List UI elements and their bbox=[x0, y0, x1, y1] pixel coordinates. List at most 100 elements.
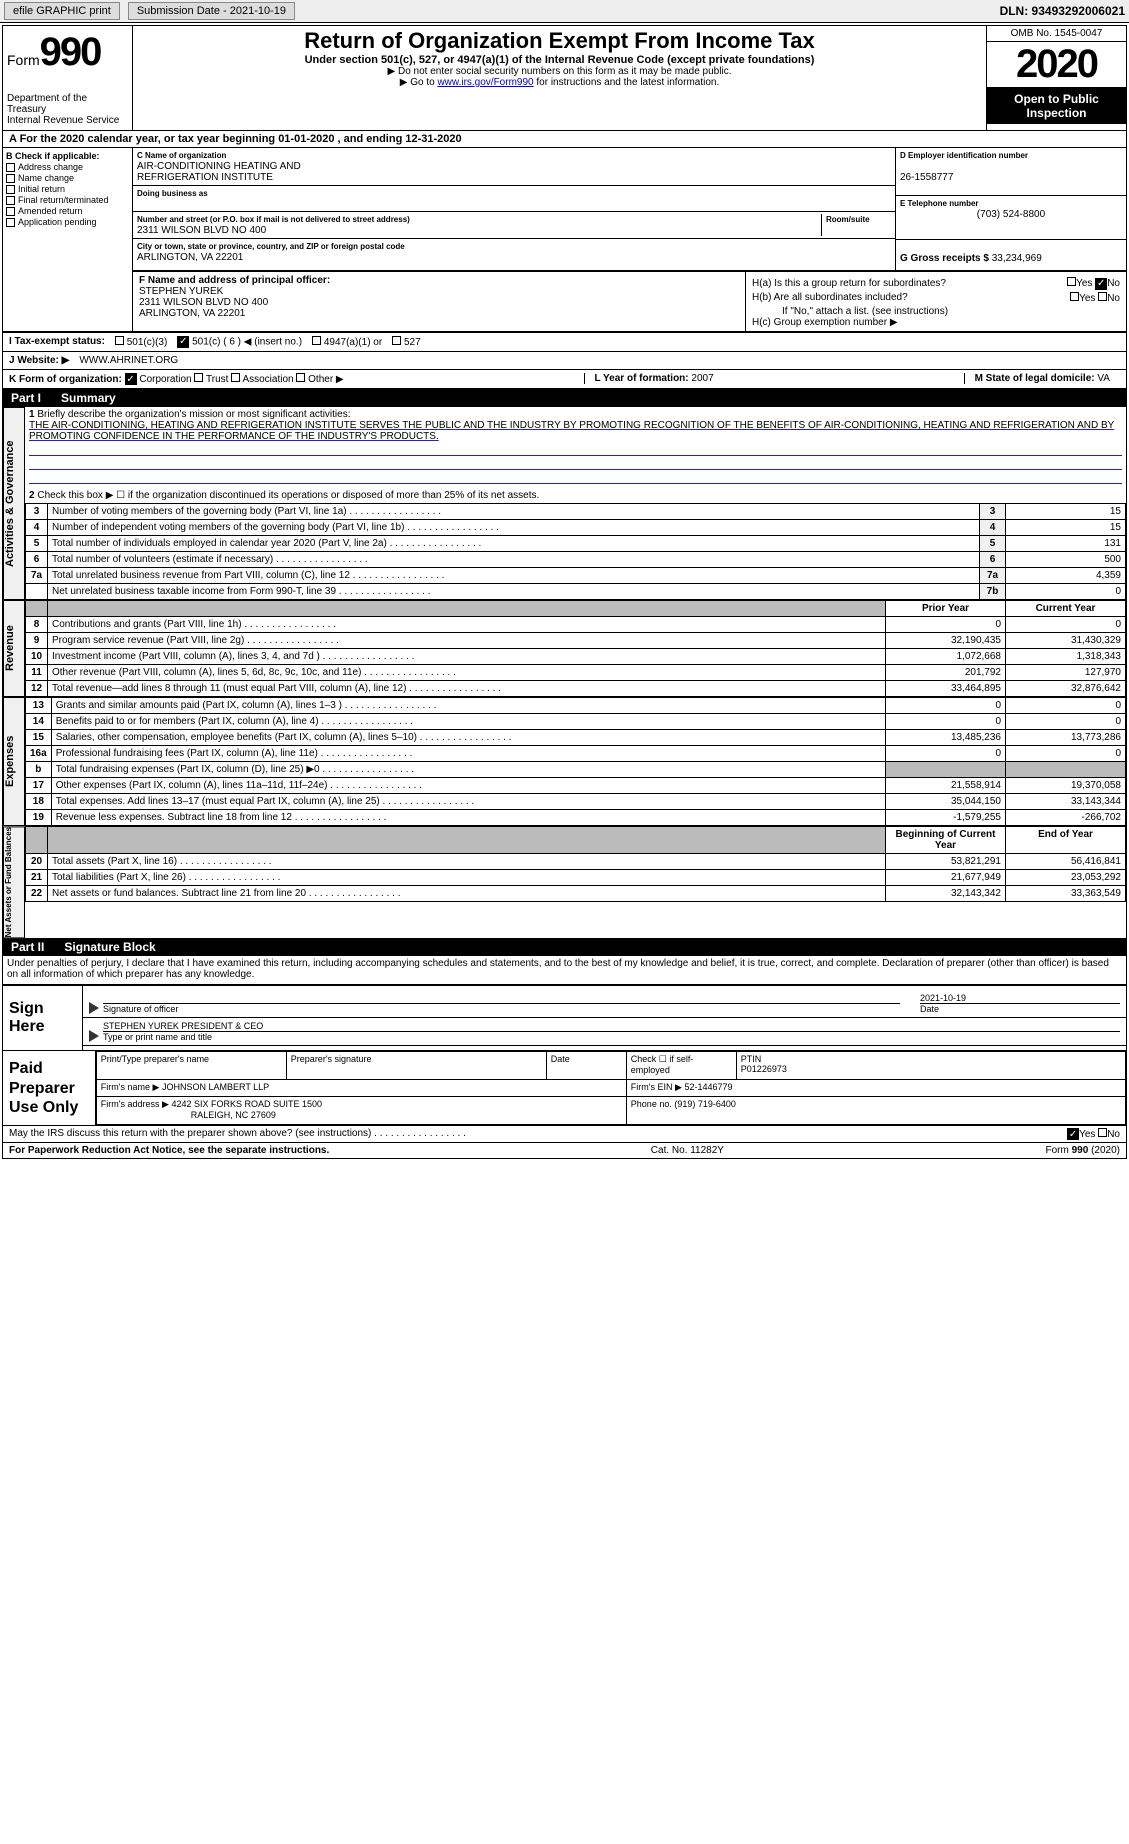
website-value: WWW.AHRINET.ORG bbox=[79, 355, 178, 366]
b-item-label: Amended return bbox=[18, 206, 83, 216]
prep-sig-hdr: Preparer's signature bbox=[286, 1052, 546, 1080]
addr-label: Number and street (or P.O. box if mail i… bbox=[137, 215, 410, 224]
paid-preparer-label: Paid Preparer Use Only bbox=[3, 1051, 96, 1125]
omb-number: OMB No. 1545-0047 bbox=[987, 26, 1126, 42]
discuss-yes-checkbox[interactable]: ✓ bbox=[1067, 1128, 1079, 1140]
sidebar-revenue: Revenue bbox=[3, 600, 25, 697]
firm-phone-label: Phone no. bbox=[631, 1099, 672, 1109]
col-h: H(a) Is this a group return for subordin… bbox=[746, 272, 1126, 331]
efile-tag: efile GRAPHIC print bbox=[4, 2, 120, 20]
j-label: J Website: ▶ bbox=[9, 355, 69, 366]
ha-yes-checkbox[interactable] bbox=[1067, 277, 1076, 286]
i-501c3-checkbox[interactable] bbox=[115, 336, 124, 345]
prep-name-hdr: Print/Type preparer's name bbox=[96, 1052, 286, 1080]
row-j: J Website: ▶ WWW.AHRINET.ORG bbox=[3, 351, 1126, 369]
k-assoc-checkbox[interactable] bbox=[231, 373, 240, 382]
mission-text: THE AIR-CONDITIONING, HEATING AND REFRIG… bbox=[29, 420, 1114, 442]
row-k: K Form of organization: ✓ Corporation Tr… bbox=[3, 369, 1126, 390]
i-4947-checkbox[interactable] bbox=[312, 336, 321, 345]
sig-arrow-icon bbox=[89, 1002, 99, 1014]
b-item-label: Initial return bbox=[18, 184, 65, 194]
tax-year: 2020 bbox=[987, 42, 1126, 88]
firm-addr2: RALEIGH, NC 27609 bbox=[101, 1110, 276, 1120]
topbar: efile GRAPHIC print Submission Date - 20… bbox=[0, 0, 1129, 23]
firm-ein-label: Firm's EIN ▶ bbox=[631, 1082, 682, 1092]
hb-no-checkbox[interactable] bbox=[1098, 292, 1107, 301]
city-state-zip: ARLINGTON, VA 22201 bbox=[137, 252, 243, 263]
org-name-1: AIR-CONDITIONING HEATING AND bbox=[137, 161, 301, 172]
i-501c-checkbox[interactable]: ✓ bbox=[177, 336, 189, 348]
sign-here-block: Sign Here Signature of officer 2021-10-1… bbox=[3, 985, 1126, 1050]
phone-value: (703) 524-8800 bbox=[900, 209, 1122, 220]
sidebar-netassets: Net Assets or Fund Balances bbox=[3, 826, 25, 938]
sidebar-expenses: Expenses bbox=[3, 697, 25, 826]
form-number: 990 bbox=[40, 30, 101, 74]
dba-label: Doing business as bbox=[137, 189, 208, 198]
l-label: L Year of formation: bbox=[595, 373, 689, 384]
irs-link[interactable]: www.irs.gov/Form990 bbox=[437, 77, 533, 88]
discuss-no-checkbox[interactable] bbox=[1098, 1128, 1107, 1137]
prep-date-hdr: Date bbox=[546, 1052, 626, 1080]
ha-no-checkbox[interactable]: ✓ bbox=[1095, 278, 1107, 290]
tax-period: A For the 2020 calendar year, or tax yea… bbox=[3, 131, 1126, 148]
k-trust-checkbox[interactable] bbox=[194, 373, 203, 382]
b-checkbox[interactable] bbox=[6, 163, 15, 172]
b-title: B Check if applicable: bbox=[6, 151, 129, 161]
form-header: Form990 Department of the Treasury Inter… bbox=[3, 26, 1126, 131]
line1-label: Briefly describe the organization's miss… bbox=[37, 409, 350, 420]
firm-ein-value: 52-1446779 bbox=[684, 1082, 732, 1092]
sig-arrow-icon-2 bbox=[89, 1030, 99, 1042]
goto-link: ▶ Go to www.irs.gov/Form990 for instruct… bbox=[139, 77, 980, 88]
firm-addr-label: Firm's address ▶ bbox=[101, 1099, 169, 1109]
open-inspection: Open to Public Inspection bbox=[987, 88, 1126, 124]
k-other-checkbox[interactable] bbox=[296, 373, 305, 382]
submission-date: Submission Date - 2021-10-19 bbox=[128, 2, 295, 20]
officer-addr2: ARLINGTON, VA 22201 bbox=[139, 308, 245, 319]
state-domicile: VA bbox=[1097, 373, 1110, 384]
sig-officer-label: Signature of officer bbox=[103, 1004, 178, 1014]
b-checkbox[interactable] bbox=[6, 185, 15, 194]
ein-label: D Employer identification number bbox=[900, 151, 1028, 160]
org-name-2: REFRIGERATION INSTITUTE bbox=[137, 172, 273, 183]
sig-date-label: Date bbox=[920, 1004, 939, 1014]
sig-date-value: 2021-10-19 bbox=[920, 993, 966, 1003]
street-address: 2311 WILSON BLVD NO 400 bbox=[137, 225, 266, 236]
discuss-row: May the IRS discuss this return with the… bbox=[3, 1125, 1126, 1143]
firm-name-label: Firm's name ▶ bbox=[101, 1082, 160, 1092]
col-f: F Name and address of principal officer:… bbox=[133, 272, 746, 331]
col-c: C Name of organizationAIR-CONDITIONING H… bbox=[133, 148, 896, 270]
irs-label: Internal Revenue Service bbox=[7, 115, 128, 126]
self-emp-hdr: Check ☐ if self-employed bbox=[626, 1052, 736, 1080]
officer-addr1: 2311 WILSON BLVD NO 400 bbox=[139, 297, 268, 308]
b-checkbox[interactable] bbox=[6, 174, 15, 183]
sidebar-activities: Activities & Governance bbox=[3, 407, 25, 600]
form-subtitle: Under section 501(c), 527, or 4947(a)(1)… bbox=[139, 54, 980, 66]
dln: DLN: 93493292006021 bbox=[1000, 4, 1125, 18]
hb-yes-checkbox[interactable] bbox=[1070, 292, 1079, 301]
gross-value: 33,234,969 bbox=[992, 253, 1042, 264]
activities-table: 3Number of voting members of the governi… bbox=[25, 503, 1126, 600]
k-corp-checkbox[interactable]: ✓ bbox=[125, 373, 137, 385]
year-formation: 2007 bbox=[691, 373, 713, 384]
b-checkbox[interactable] bbox=[6, 218, 15, 227]
sig-name-label: Type or print name and title bbox=[103, 1032, 212, 1042]
c-name-label: C Name of organization bbox=[137, 151, 226, 160]
ptin-value: P01226973 bbox=[741, 1064, 787, 1074]
form-title: Return of Organization Exempt From Incom… bbox=[139, 28, 980, 54]
form-word: Form bbox=[7, 52, 40, 68]
b-checkbox[interactable] bbox=[6, 196, 15, 205]
paid-preparer-block: Paid Preparer Use Only Print/Type prepar… bbox=[3, 1050, 1126, 1125]
header-left: Form990 Department of the Treasury Inter… bbox=[3, 26, 133, 130]
room-label: Room/suite bbox=[826, 215, 870, 224]
m-label: M State of legal domicile: bbox=[975, 373, 1095, 384]
hb-label: H(b) Are all subordinates included? bbox=[752, 292, 908, 303]
firm-name-value: JOHNSON LAMBERT LLP bbox=[162, 1082, 269, 1092]
col-d-e-g: D Employer identification number26-15587… bbox=[896, 148, 1126, 270]
b-item-label: Name change bbox=[18, 173, 74, 183]
cat-number: Cat. No. 11282Y bbox=[651, 1145, 724, 1156]
b-item-label: Application pending bbox=[18, 217, 97, 227]
city-label: City or town, state or province, country… bbox=[137, 242, 405, 251]
b-checkbox[interactable] bbox=[6, 207, 15, 216]
form-990-label: Form 990 (2020) bbox=[1046, 1145, 1120, 1156]
i-527-checkbox[interactable] bbox=[392, 336, 401, 345]
